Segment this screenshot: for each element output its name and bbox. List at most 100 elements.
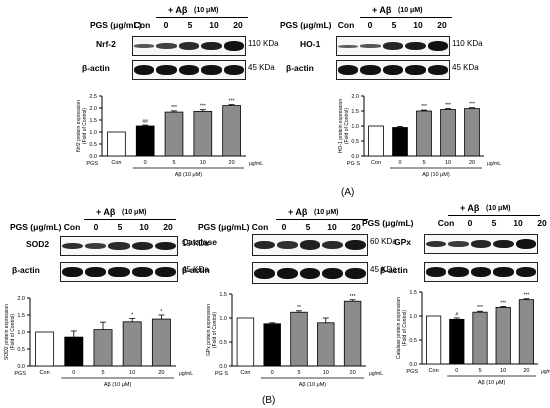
treatment-label: + Aβ xyxy=(288,207,308,217)
lane-label: 0 xyxy=(163,20,169,30)
y-tick-label: 1.0 xyxy=(219,316,227,322)
blot-kda-label: 15 KDa xyxy=(182,239,209,248)
blot-band xyxy=(426,240,447,248)
bar xyxy=(122,321,142,367)
x-tick-label: 20 xyxy=(469,160,475,166)
x-tick-label: 0 xyxy=(398,160,401,166)
blot-band xyxy=(276,241,298,249)
pgs-concentration-label: PGS (μg/mL) xyxy=(90,20,142,30)
treatment-label: Aβ (10 μM) xyxy=(422,172,450,178)
blot-band xyxy=(405,41,426,51)
y-axis-label-unit: (Fold of Control) xyxy=(10,314,16,350)
lane-label: Con xyxy=(251,222,269,232)
significance-marker: *** xyxy=(229,99,235,105)
bar xyxy=(392,127,408,157)
treatment-conc-label: (10 μM) xyxy=(398,7,423,14)
y-axis-label: Nrf2 protein expression xyxy=(76,100,82,152)
treatment-label: + Aβ xyxy=(168,5,188,15)
bar xyxy=(464,108,480,157)
treatment-label: Aβ (10 μM) xyxy=(104,382,132,388)
unit-label: μg/mL xyxy=(369,371,383,377)
y-tick-label: 1.0 xyxy=(89,130,97,136)
blot-band xyxy=(201,41,222,51)
blot-band xyxy=(470,267,492,277)
treatment-bracket xyxy=(276,219,368,220)
blot-band xyxy=(134,44,155,48)
treatment-bracket xyxy=(360,17,452,18)
bar xyxy=(472,311,488,365)
blot-protein-label: SOD2 xyxy=(26,239,50,249)
significance-marker: # xyxy=(455,312,458,318)
blot-protein-label: β-actin xyxy=(12,265,40,275)
significance-marker: *** xyxy=(477,305,483,311)
significance-marker: ## xyxy=(142,119,148,125)
treatment-conc-label: (10 μM) xyxy=(194,7,219,14)
lane-label: 5 xyxy=(491,218,497,228)
blot-band xyxy=(322,240,344,250)
unit-label: μg/mL xyxy=(179,371,193,377)
treatment-conc-label: (10 μM) xyxy=(122,209,147,216)
x-tick-label: 0 xyxy=(271,370,274,376)
blot-band xyxy=(360,44,381,48)
lane-label: 20 xyxy=(163,222,173,232)
lane-label: 5 xyxy=(391,20,397,30)
blot-strip xyxy=(132,36,246,56)
bar xyxy=(368,125,384,157)
blot-band xyxy=(178,65,200,75)
blot-band xyxy=(254,267,275,279)
x-tick-label: 10 xyxy=(200,160,206,166)
treatment-label: Aβ (10 μM) xyxy=(299,382,327,388)
lane-label: 20 xyxy=(437,20,447,30)
significance-marker: *** xyxy=(469,102,475,108)
bar xyxy=(93,329,113,367)
blot-band xyxy=(85,267,107,277)
y-axis-label-unit: (Fold of Control) xyxy=(82,108,88,144)
lane-label: 20 xyxy=(233,20,243,30)
y-axis-label: GPx protein expression xyxy=(206,304,212,356)
bar xyxy=(236,317,255,367)
x-tick-label: 5 xyxy=(422,160,425,166)
treatment-label: Aβ (10 μM) xyxy=(175,172,203,178)
x-tick-label: 5 xyxy=(101,370,104,376)
blot-band xyxy=(470,240,492,248)
significance-marker: * xyxy=(131,312,133,318)
blot-band xyxy=(345,267,366,279)
bar xyxy=(193,110,213,157)
lane-label: 5 xyxy=(305,222,311,232)
x-tick-label: 10 xyxy=(500,368,506,374)
nrf2-chart: 0.0 0.5 1.0 1.5 2.0 2.5 Nrf2 protein expressio… xyxy=(76,94,263,178)
blot-protein-label: β-actin xyxy=(182,265,210,275)
treatment-bracket xyxy=(448,215,540,216)
blot-strip xyxy=(60,236,178,256)
pgs-concentration-label: PGS (μg/mL) xyxy=(280,20,332,30)
blot-band xyxy=(156,65,177,75)
blot-band xyxy=(223,41,244,51)
bar xyxy=(164,111,184,157)
bar xyxy=(518,299,534,365)
x-tick-label: 0 xyxy=(455,368,458,374)
y-axis-label: HO-1 protein expression xyxy=(338,99,344,153)
x-tick-label: Con xyxy=(40,370,50,376)
blot-kda-label: 45 KDa xyxy=(452,63,479,72)
blot-band xyxy=(405,65,426,75)
blot-band xyxy=(426,267,447,277)
blot-band xyxy=(201,65,222,75)
bar xyxy=(35,331,55,367)
y-tick-label: 0.5 xyxy=(351,139,359,145)
unit-label: μg/mL xyxy=(487,161,501,167)
blot-band xyxy=(131,267,153,277)
pgs-concentration-label: PGS (μg/mL) xyxy=(362,218,414,228)
treatment-label: + Aβ xyxy=(460,203,480,213)
y-tick-label: 0.5 xyxy=(219,340,227,346)
bar xyxy=(416,110,432,157)
treatment-conc-label: (10 μM) xyxy=(314,209,339,216)
x-tick-label: 20 xyxy=(350,370,356,376)
y-axis-label-unit: (Fold of Control) xyxy=(212,312,218,348)
blot-strip xyxy=(336,36,450,56)
blot-strip xyxy=(252,234,368,256)
blot-band xyxy=(427,41,448,51)
y-axis-label: Catalase protein expression xyxy=(396,297,402,359)
lane-label: 0 xyxy=(467,218,473,228)
significance-marker: * xyxy=(160,309,162,315)
